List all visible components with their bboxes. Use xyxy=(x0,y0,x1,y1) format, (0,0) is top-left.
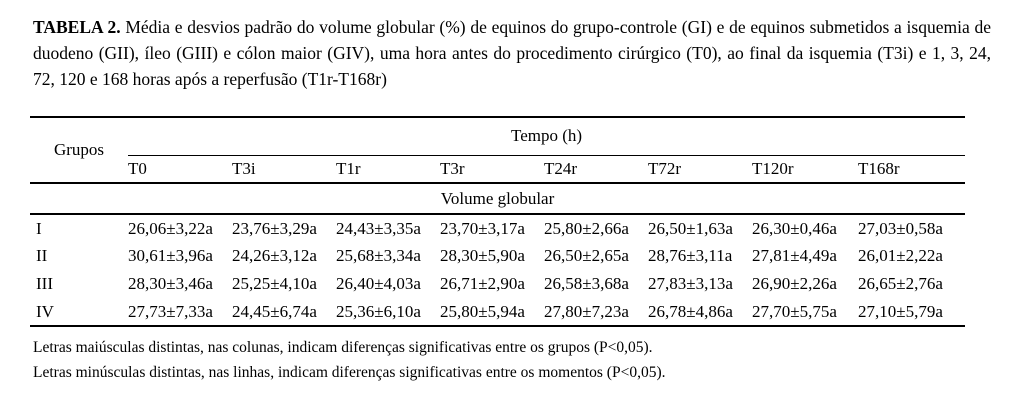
footnote: Letras minúsculas distintas, nas linhas,… xyxy=(33,363,666,381)
table-row: IV 27,73±7,33a 24,45±6,74a 25,36±6,10a 2… xyxy=(30,298,966,327)
value-cell: 26,06±3,22a xyxy=(128,218,213,238)
col-header-time: T3r xyxy=(440,155,544,184)
row-header-group: I xyxy=(36,218,42,238)
value-cell: 24,43±3,35a xyxy=(336,218,421,238)
col-header-time: T1r xyxy=(336,155,440,184)
value-cell: 26,58±3,68a xyxy=(544,274,629,293)
table-row: III 28,30±3,46a 25,25±4,10a 26,40±4,03a … xyxy=(30,270,965,298)
value-cell: 27,81±4,49a xyxy=(752,246,837,265)
value-cell: 23,70±3,17a xyxy=(440,218,525,238)
value-cell: 28,76±3,11a xyxy=(648,246,733,265)
value-cell: 26,90±2,26a xyxy=(752,274,837,293)
value-cell: 27,03±0,58a xyxy=(858,218,943,238)
table-caption: TABELA 2. Média e desvios padrão do volu… xyxy=(33,14,991,92)
value-cell: 26,50±2,65a xyxy=(544,246,629,265)
value-cell: 27,70±5,75a xyxy=(752,298,858,327)
col-header-time: T3i xyxy=(232,155,336,184)
value-cell: 28,30±3,46a xyxy=(128,274,213,293)
col-header-time: T0 xyxy=(128,155,232,184)
col-header-grupos: Grupos xyxy=(30,117,128,184)
value-cell: 25,36±6,10a xyxy=(336,298,440,327)
value-cell: 24,26±3,12a xyxy=(232,246,317,265)
section-header-row: Volume globular xyxy=(30,183,966,215)
table-caption-label: TABELA 2. xyxy=(33,17,121,37)
col-header-time: T72r xyxy=(648,155,752,184)
value-cell: 27,80±7,23a xyxy=(544,298,648,327)
header-row-top: Grupos Tempo (h) xyxy=(30,117,966,184)
value-cell: 25,80±2,66a xyxy=(544,218,629,238)
value-cell: 25,25±4,10a xyxy=(232,274,317,293)
col-header-time: T24r xyxy=(544,155,648,184)
table-caption-text: Média e desvios padrão do volume globula… xyxy=(33,17,991,89)
value-cell: 25,80±5,94a xyxy=(440,298,544,327)
value-cell: 26,30±0,46a xyxy=(752,218,837,238)
value-cell: 30,61±3,96a xyxy=(128,246,213,265)
value-cell: 25,68±3,34a xyxy=(336,246,421,265)
col-header-tempo: Tempo (h) xyxy=(128,117,966,156)
value-cell: 26,65±2,76a xyxy=(858,274,943,293)
row-header-group: II xyxy=(36,246,48,265)
row-header-group: III xyxy=(36,274,53,293)
value-cell: 26,78±4,86a xyxy=(648,298,752,327)
value-cell: 26,71±2,90a xyxy=(440,274,525,293)
value-cell: 26,40±4,03a xyxy=(336,274,421,293)
row-header-group: IV xyxy=(30,298,128,327)
value-cell: 28,30±5,90a xyxy=(440,246,525,265)
value-cell: 24,45±6,74a xyxy=(232,298,336,327)
value-cell: 26,50±1,63a xyxy=(648,218,733,238)
value-cell: 27,83±3,13a xyxy=(648,274,733,293)
value-cell: 23,76±3,29a xyxy=(232,218,317,238)
table-row: II 30,61±3,96a 24,26±3,12a 25,68±3,34a 2… xyxy=(30,242,965,270)
value-cell: 26,01±2,22a xyxy=(858,246,943,265)
value-cell: 27,73±7,33a xyxy=(128,298,232,327)
value-cell: 27,10±5,79a xyxy=(858,298,966,327)
table-row: I 26,06±3,22a 23,76±3,29a 24,43±3,35a 23… xyxy=(30,214,965,242)
col-header-time: T168r xyxy=(858,155,966,184)
footnotes: Letras maiúsculas distintas, nas colunas… xyxy=(33,336,991,385)
results-table: Grupos Tempo (h) T0 T3i T1r T3r T24r T72… xyxy=(30,116,966,327)
footnote: Letras maiúsculas distintas, nas colunas… xyxy=(33,339,653,356)
section-header: Volume globular xyxy=(30,183,966,215)
col-header-time: T120r xyxy=(752,155,858,184)
header-row-times: T0 T3i T1r T3r T24r T72r T120r T168r xyxy=(30,155,966,184)
